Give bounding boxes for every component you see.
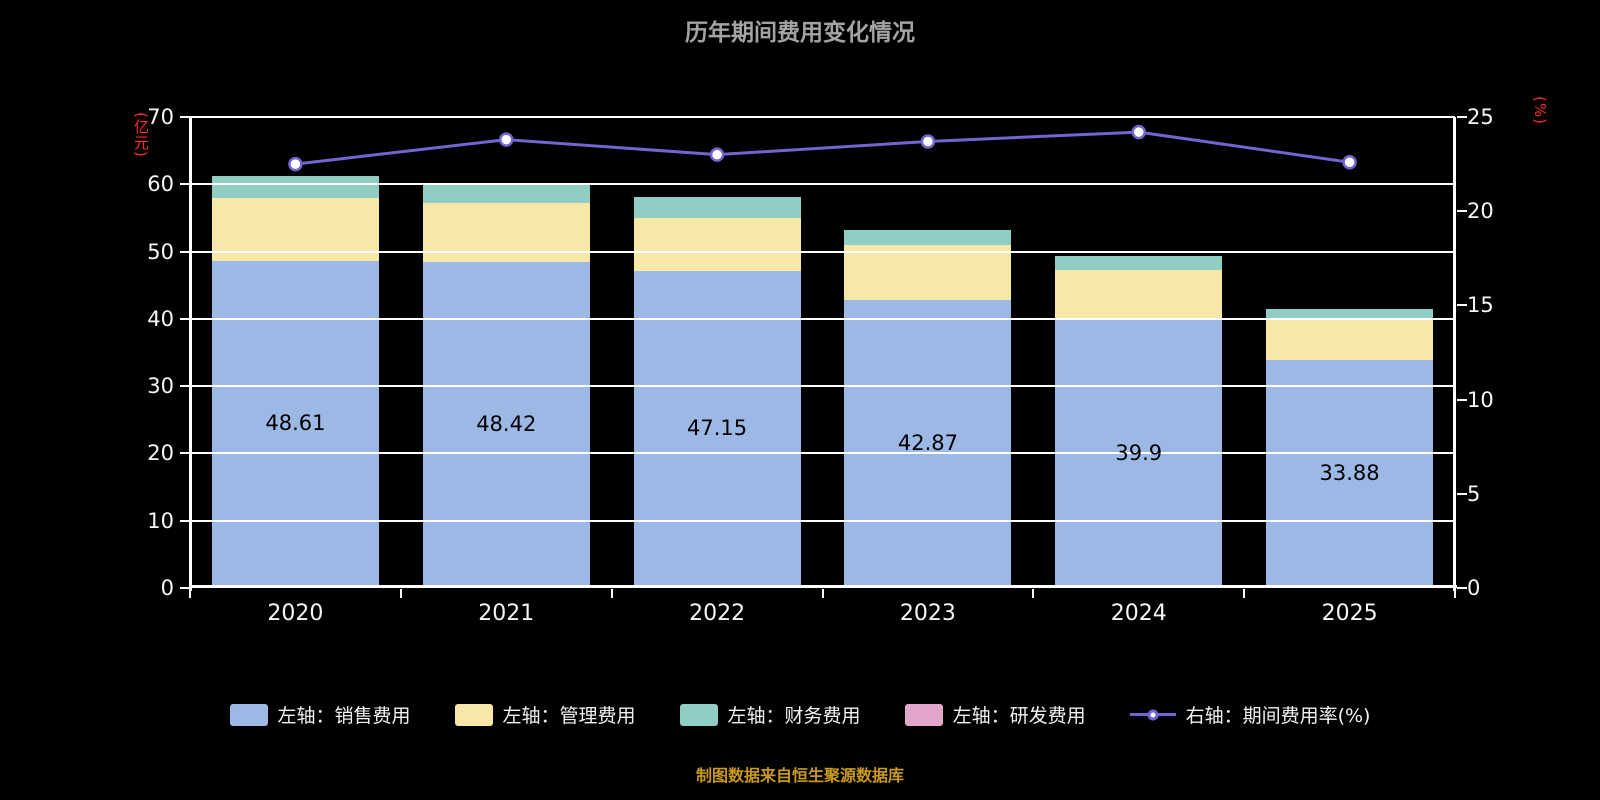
chart-title: 历年期间费用变化情况 [685, 20, 915, 46]
legend-label-financial-expense: 左轴：财务费用 [727, 705, 861, 727]
x-axis-tickmark [611, 589, 613, 598]
left-axis-tickmark [180, 452, 190, 455]
legend-item-management-expense[interactable]: 左轴：管理费用 [454, 701, 636, 728]
left-axis-tickmark [180, 317, 190, 320]
left-axis-tick-label: 20 [147, 441, 174, 466]
right-axis-tick-label: 25 [1467, 105, 1494, 129]
expense-rate-dot-icon [1147, 709, 1159, 720]
right-axis-tickmark [1457, 304, 1467, 307]
left-axis-tick-label: 60 [147, 172, 174, 197]
bar-segment [422, 182, 590, 203]
bar-segment [1266, 360, 1434, 588]
x-axis-tickmark [1243, 589, 1245, 598]
x-axis-tickmark [400, 589, 402, 598]
bar-segment [211, 197, 379, 261]
left-axis-tickmark [180, 116, 190, 118]
x-axis-tickmark [822, 589, 824, 598]
x-axis-category-label: 2022 [689, 601, 746, 626]
bar-segment [211, 176, 379, 198]
legend-item-sales-expense[interactable]: 左轴：销售费用 [229, 701, 411, 728]
x-axis-category-label: 2023 [899, 601, 956, 626]
expense-rate-line-marker-icon [1129, 709, 1176, 720]
management-expense-swatch-icon [454, 703, 493, 726]
left-axis-tickmark [180, 250, 190, 253]
legend-item-rd-expense[interactable]: 左轴：研发费用 [904, 701, 1086, 728]
left-axis-tick-label: 10 [147, 508, 174, 533]
bar-segment [633, 197, 801, 218]
x-axis-category-label: 2025 [1321, 601, 1378, 626]
bar-segment [422, 262, 590, 588]
gridline [190, 116, 1455, 118]
legend-item-financial-expense[interactable]: 左轴：财务费用 [679, 701, 861, 728]
bar-segment [1266, 319, 1434, 361]
bar-segment [1055, 270, 1223, 320]
right-axis-tick-label: 15 [1467, 293, 1494, 318]
left-axis-line [189, 117, 192, 591]
gridline [190, 452, 1455, 455]
legend-label-sales-expense: 左轴：销售费用 [277, 705, 411, 727]
bar-value-label: 42.87 [897, 430, 958, 455]
right-axis-tickmark [1457, 116, 1467, 118]
gridline [190, 250, 1455, 253]
financial-expense-swatch-icon [679, 703, 718, 726]
left-axis-tickmark [180, 183, 190, 186]
legend-label-management-expense: 左轴：管理费用 [502, 705, 636, 727]
x-axis-category-label: 2021 [478, 601, 535, 626]
legend-label-expense-rate: 右轴：期间费用率(%) [1185, 705, 1371, 727]
rate-line-series [288, 124, 1357, 172]
legend: 左轴：销售费用 左轴：管理费用 左轴：财务费用 左轴：研发费用 右轴：期间费用率… [0, 701, 1600, 728]
bar-segment [844, 299, 1012, 588]
right-axis-tick-label: 10 [1467, 387, 1494, 412]
left-axis-tickmark [180, 519, 190, 522]
rd-expense-swatch-icon [904, 703, 943, 726]
right-axis-line [1453, 117, 1456, 591]
left-axis-tickmark [180, 385, 190, 388]
gridline [190, 317, 1455, 320]
left-axis-tick-label: 30 [147, 374, 174, 399]
bar-segment [844, 230, 1012, 246]
bar-value-label: 47.15 [687, 416, 748, 441]
right-axis-unit-label: (%) [1531, 96, 1549, 125]
legend-label-rd-expense: 左轴：研发费用 [952, 705, 1086, 727]
x-axis-tickmark [189, 589, 191, 598]
right-axis-tick-label: 0 [1467, 576, 1481, 600]
bar-value-label: 48.61 [265, 411, 326, 436]
gridline [190, 183, 1455, 186]
bar-segment [844, 245, 1012, 300]
x-axis-category-label: 2024 [1110, 601, 1167, 626]
left-axis-tick-label: 40 [147, 306, 174, 331]
bar-segment [211, 260, 379, 588]
right-axis-tickmark [1457, 587, 1467, 589]
legend-item-expense-rate[interactable]: 右轴：期间费用率(%) [1129, 701, 1371, 728]
right-axis-tickmark [1457, 398, 1467, 401]
left-axis-tickmark [180, 587, 190, 589]
bar-segment [633, 270, 801, 588]
right-axis-tick-label: 5 [1467, 481, 1481, 506]
bar-value-label: 39.9 [1115, 440, 1163, 465]
left-axis-tick-label: 70 [147, 105, 174, 129]
gridline [190, 385, 1455, 388]
x-axis-tickmark [1032, 589, 1034, 598]
left-axis-tick-label: 50 [147, 239, 174, 264]
bar-value-label: 48.42 [476, 412, 537, 437]
x-axis-tickmark [1454, 589, 1456, 598]
right-axis-tick-label: 20 [1467, 199, 1494, 224]
bottom-axis-line [189, 585, 1457, 588]
data-source-note: 制图数据来自恒生聚源数据库 [695, 766, 904, 785]
bar-value-label: 33.88 [1319, 461, 1380, 486]
bar-segment [1055, 256, 1223, 271]
gridline [190, 519, 1455, 522]
bar-segment [1266, 308, 1434, 319]
left-axis-unit-label: (亿元) [132, 112, 150, 158]
plot-area: 48.61 48.42 47.15 42.87 39.9 33.88 [189, 116, 1457, 591]
sales-expense-swatch-icon [229, 703, 268, 726]
bar-segment [633, 217, 801, 271]
x-axis-category-label: 2020 [267, 601, 324, 626]
right-axis-tickmark [1457, 492, 1467, 495]
left-axis-tick-label: 0 [160, 576, 174, 600]
right-axis-tickmark [1457, 210, 1467, 213]
